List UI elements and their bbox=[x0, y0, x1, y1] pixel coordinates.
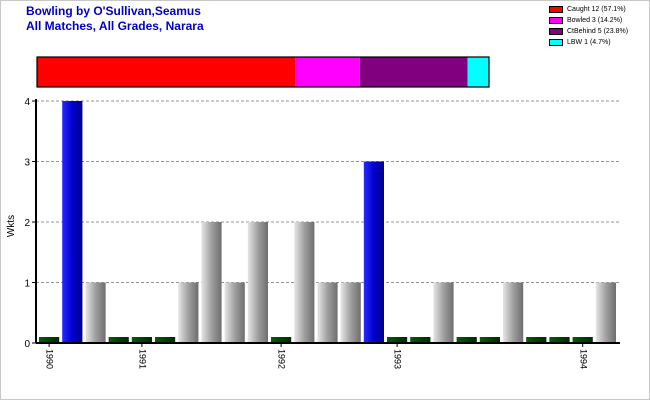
y-tick-label: 2 bbox=[24, 218, 30, 229]
bar-8 bbox=[224, 282, 245, 343]
legend-item-caught: Caught 12 (57.1%) bbox=[549, 4, 628, 15]
y-tick-label: 4 bbox=[24, 97, 30, 108]
bar-2 bbox=[85, 282, 106, 343]
bar-13 bbox=[340, 282, 361, 343]
bar-4 bbox=[131, 337, 152, 343]
bar-9 bbox=[247, 222, 268, 343]
legend-item-bowled: Bowled 3 (14.2%) bbox=[549, 15, 628, 26]
stack-bar-outline bbox=[36, 56, 490, 88]
y-axis-label: Wkts bbox=[6, 214, 17, 238]
legend-swatch bbox=[549, 6, 563, 13]
y-tick-label: 0 bbox=[24, 339, 30, 350]
x-tick-labels: 1990 1991 1992 1993 1994 bbox=[45, 349, 589, 369]
bar-19 bbox=[479, 337, 500, 343]
legend-label: Caught 12 (57.1%) bbox=[567, 6, 626, 13]
y-tick-label: 1 bbox=[24, 279, 30, 290]
bar-5 bbox=[155, 337, 176, 343]
bar-14 bbox=[363, 161, 384, 343]
bar-0 bbox=[39, 337, 60, 343]
gridlines bbox=[36, 100, 620, 283]
stack-segment-3 bbox=[467, 57, 489, 87]
bar-3 bbox=[108, 337, 129, 343]
stack-segment-2 bbox=[359, 57, 468, 87]
legend-label: LBW 1 (4.7%) bbox=[567, 39, 611, 46]
chart-title: Bowling by O'Sullivan,Seamus bbox=[26, 4, 201, 18]
chart-subtitle: All Matches, All Grades, Narara bbox=[26, 19, 204, 33]
x-tick-label: 1994 bbox=[578, 349, 588, 369]
x-tick-label: 1993 bbox=[393, 349, 403, 369]
bar-17 bbox=[433, 282, 454, 343]
legend-item-lbw: LBW 1 (4.7%) bbox=[549, 37, 628, 48]
x-tick-label: 1992 bbox=[277, 349, 287, 369]
bar-12 bbox=[317, 282, 338, 343]
bar-20 bbox=[503, 282, 524, 343]
legend-swatch bbox=[549, 17, 563, 24]
bar-7 bbox=[201, 222, 222, 343]
bars bbox=[39, 101, 616, 343]
stack-segment-0 bbox=[37, 57, 296, 87]
y-tick-label: 3 bbox=[24, 158, 30, 169]
bar-18 bbox=[456, 337, 477, 343]
y-tick-labels: 0 1 2 3 4 bbox=[24, 97, 30, 350]
bar-1 bbox=[62, 101, 83, 343]
legend-item-ctbehind: CtBehind 5 (23.8%) bbox=[549, 26, 628, 37]
bar-15 bbox=[387, 337, 408, 343]
x-tick-label: 1990 bbox=[45, 349, 55, 369]
bar-24 bbox=[595, 282, 616, 343]
stack-segment-1 bbox=[295, 57, 360, 87]
legend-label: CtBehind 5 (23.8%) bbox=[567, 28, 629, 35]
legend-label: Bowled 3 (14.2%) bbox=[567, 17, 623, 24]
bar-23 bbox=[572, 337, 593, 343]
legend-swatch bbox=[549, 28, 563, 35]
dismissal-stack-bar bbox=[36, 56, 490, 88]
axes bbox=[32, 99, 620, 347]
bar-16 bbox=[410, 337, 431, 343]
bar-22 bbox=[549, 337, 570, 343]
bar-10 bbox=[271, 337, 292, 343]
bar-21 bbox=[526, 337, 547, 343]
bar-6 bbox=[178, 282, 199, 343]
x-tick-label: 1991 bbox=[138, 349, 148, 369]
bar-11 bbox=[294, 222, 315, 343]
legend: Caught 12 (57.1%) Bowled 3 (14.2%) CtBeh… bbox=[549, 4, 628, 48]
legend-swatch bbox=[549, 39, 563, 46]
